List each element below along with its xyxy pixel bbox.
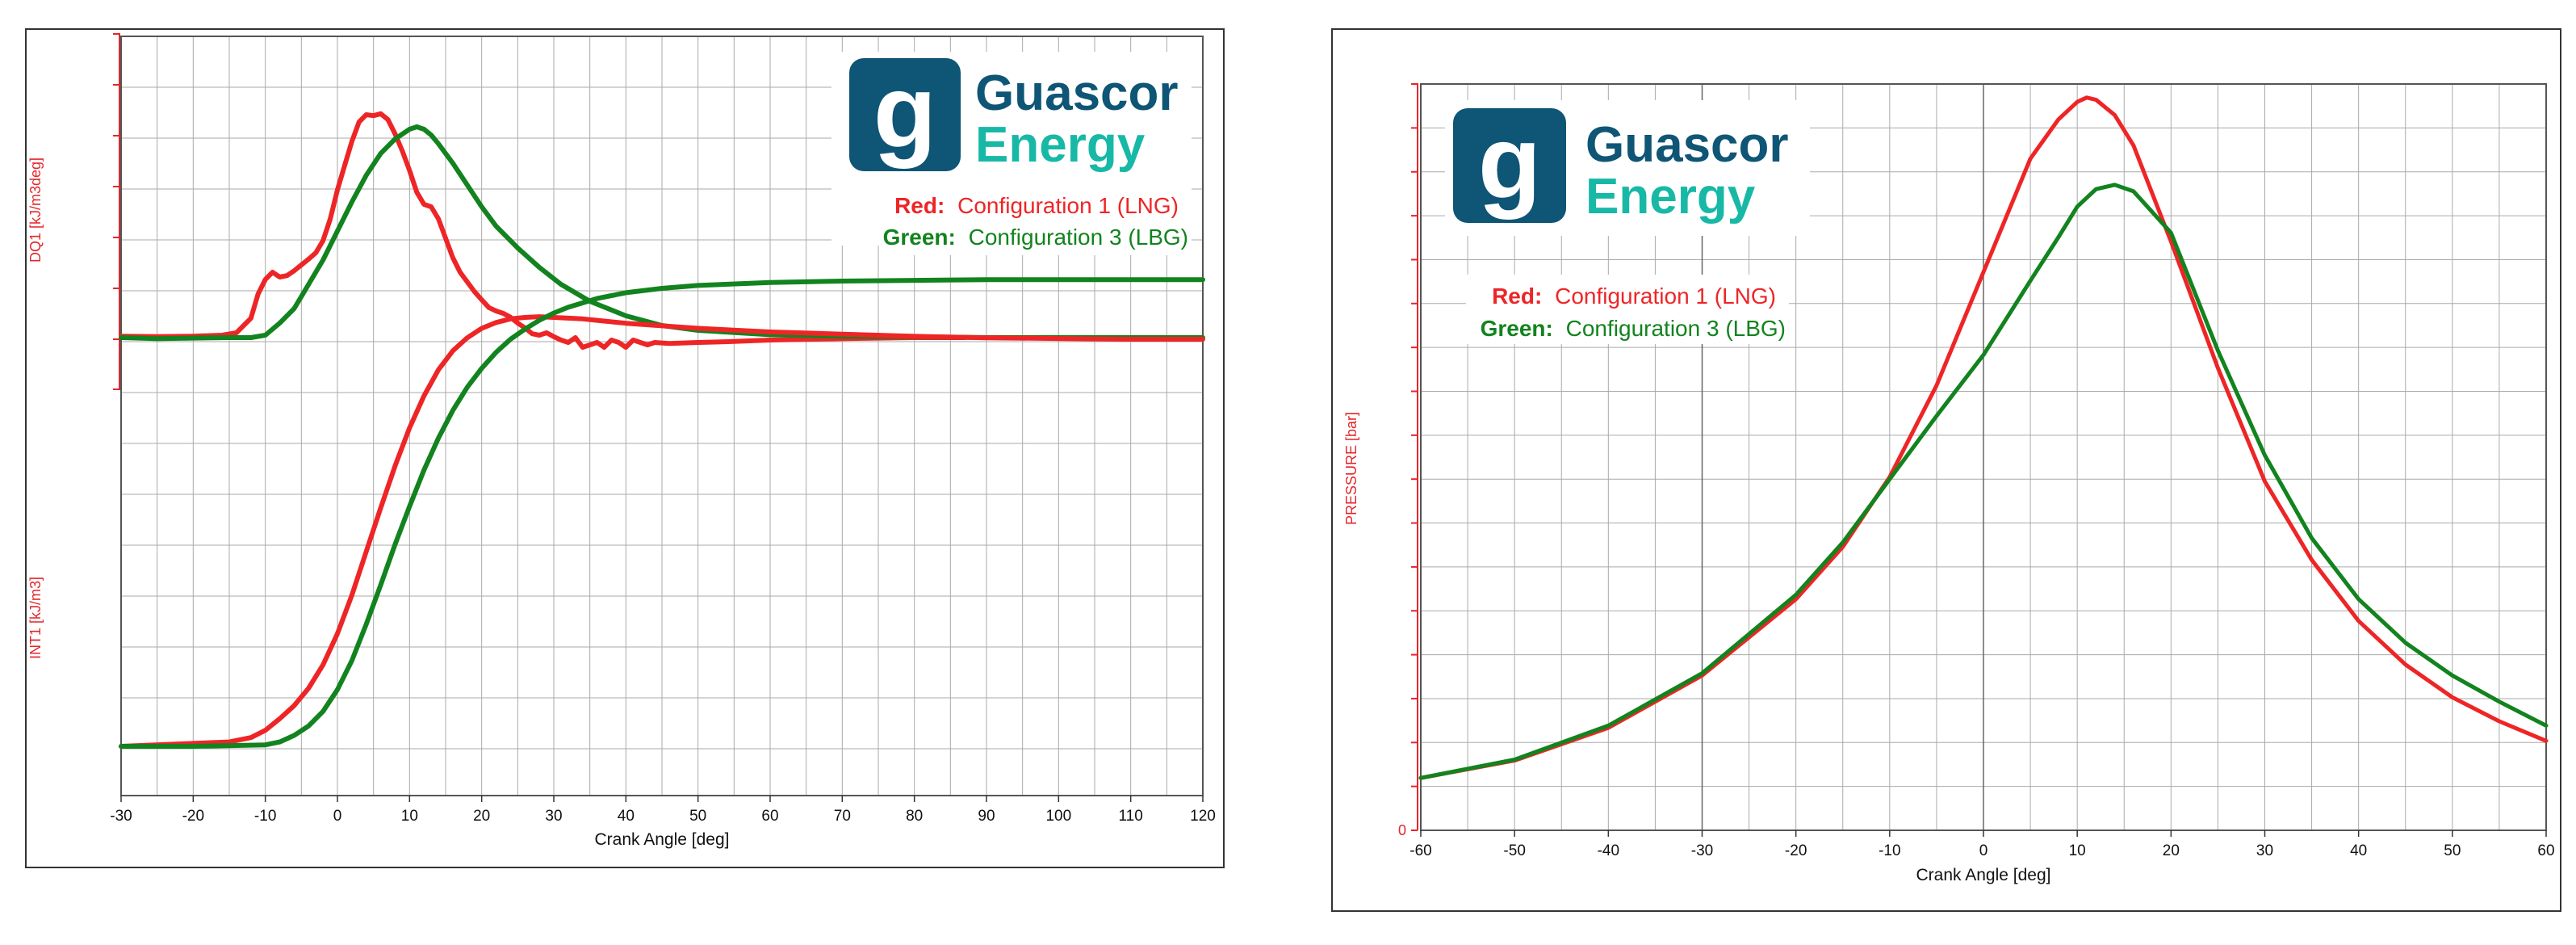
pressure-axis-label: PRESSURE [bar] <box>1343 412 1359 525</box>
right-x-tick-labels: -60 -50 -40 -30 -20 -10 0 10 20 30 40 50 60 <box>1409 830 2555 859</box>
dq1-lng-line <box>119 111 968 350</box>
x-tick-label: -60 <box>1409 842 1431 859</box>
x-tick-label: -50 <box>1503 842 1525 859</box>
x-tick-label: 30 <box>2256 842 2273 859</box>
x-tick-label: 60 <box>2537 842 2554 859</box>
x-tick-label: 110 <box>1119 808 1143 825</box>
x-tick-label: 120 <box>1190 808 1216 825</box>
right-series <box>1418 95 2549 780</box>
logo-letter: g <box>873 54 936 170</box>
x-tick-label: 0 <box>333 808 342 825</box>
brand-word-guascor: Guascor <box>975 65 1179 121</box>
pressure-lbg-line <box>1418 183 2549 780</box>
x-tick-label: -10 <box>1879 842 1900 859</box>
right-legend-red-key: Red: <box>1492 284 1542 309</box>
right-legend-green-key: Green: <box>1481 316 1553 341</box>
x-tick-label: 40 <box>618 808 635 825</box>
x-tick-label: 100 <box>1045 808 1071 825</box>
right-legend-red-text: Configuration 1 (LNG) <box>1555 284 1776 309</box>
x-tick-label: -30 <box>1691 842 1713 859</box>
pressure-lng-line <box>1418 95 2549 780</box>
left-logo: g Guascor Energy <box>849 54 1179 173</box>
x-tick-label: -10 <box>254 808 276 825</box>
dq1-lbg-line <box>119 124 1205 342</box>
x-tick-label: -20 <box>1785 842 1807 859</box>
pressure-axis-ticks <box>1411 83 1418 831</box>
x-tick-label: 80 <box>906 808 923 825</box>
left-chart: DQ1 [kJ/m3deg] INT1 [kJ/m3] -30 -20 -10 0 10… <box>25 28 1225 868</box>
x-tick-label: 30 <box>545 808 562 825</box>
int1-lng-line <box>119 314 1205 749</box>
left-x-axis-title: Crank Angle [deg] <box>595 830 730 849</box>
x-tick-label: 0 <box>1979 842 1988 859</box>
brand-word-guascor: Guascor <box>1585 117 1789 173</box>
dq1-axis-label: DQ1 [kJ/m3deg] <box>27 158 44 262</box>
x-tick-label: 40 <box>2350 842 2367 859</box>
guascor-g-logo-icon <box>849 58 961 171</box>
x-tick-label: -30 <box>110 808 132 825</box>
dq1-axis-ticks <box>113 33 119 340</box>
x-tick-label: 20 <box>473 808 490 825</box>
left-legend-red: Red: Configuration 1 (LNG) <box>894 193 1179 218</box>
logo-letter: g <box>1478 105 1541 220</box>
left-legend-backdrop <box>888 191 1188 255</box>
int1-lbg-line <box>119 277 1205 749</box>
x-tick-label: -40 <box>1598 842 1619 859</box>
x-tick-label: 50 <box>2444 842 2461 859</box>
brand-word-energy: Energy <box>975 117 1146 173</box>
x-tick-label: 10 <box>2069 842 2086 859</box>
right-logo: g Guascor Energy <box>1453 105 1789 225</box>
left-legend-green-text: Configuration 3 (LBG) <box>969 225 1188 250</box>
int1-axis-label: INT1 [kJ/m3] <box>27 577 44 659</box>
right-chart: 0 PRESSURE [bar] -60 -50 -40 -30 -20 -10 0 10 20… <box>1331 28 2561 912</box>
pressure-zero-tick: 0 <box>1398 822 1406 838</box>
right-legend-green: Green: Configuration 3 (LBG) <box>1481 316 1786 341</box>
right-legend-green-text: Configuration 3 (LBG) <box>1566 316 1786 341</box>
left-plot-area <box>120 36 1204 796</box>
brand-word-energy: Energy <box>1585 169 1756 225</box>
x-tick-label: -20 <box>182 808 204 825</box>
left-x-tick-labels: -30 -20 -10 0 10 20 30 40 50 60 70 80 90 100 110 120 <box>110 796 1216 825</box>
x-tick-label: 90 <box>978 808 995 825</box>
guascor-g-logo-icon <box>1453 108 1566 223</box>
x-tick-label: 50 <box>689 808 706 825</box>
left-legend-green-key: Green: <box>883 225 956 250</box>
x-tick-label: 20 <box>2163 842 2180 859</box>
x-tick-label: 70 <box>834 808 851 825</box>
x-tick-label: 60 <box>761 808 778 825</box>
left-legend-green: Green: Configuration 3 (LBG) <box>883 225 1188 250</box>
left-series <box>119 111 1205 749</box>
right-legend-backdrop <box>1466 275 1789 344</box>
left-legend-red-text: Configuration 1 (LNG) <box>957 193 1179 218</box>
left-legend-red-key: Red: <box>894 193 945 218</box>
x-tick-label: 10 <box>401 808 418 825</box>
right-x-axis-title: Crank Angle [deg] <box>1916 866 2051 884</box>
right-legend-red: Red: Configuration 1 (LNG) <box>1492 284 1776 309</box>
